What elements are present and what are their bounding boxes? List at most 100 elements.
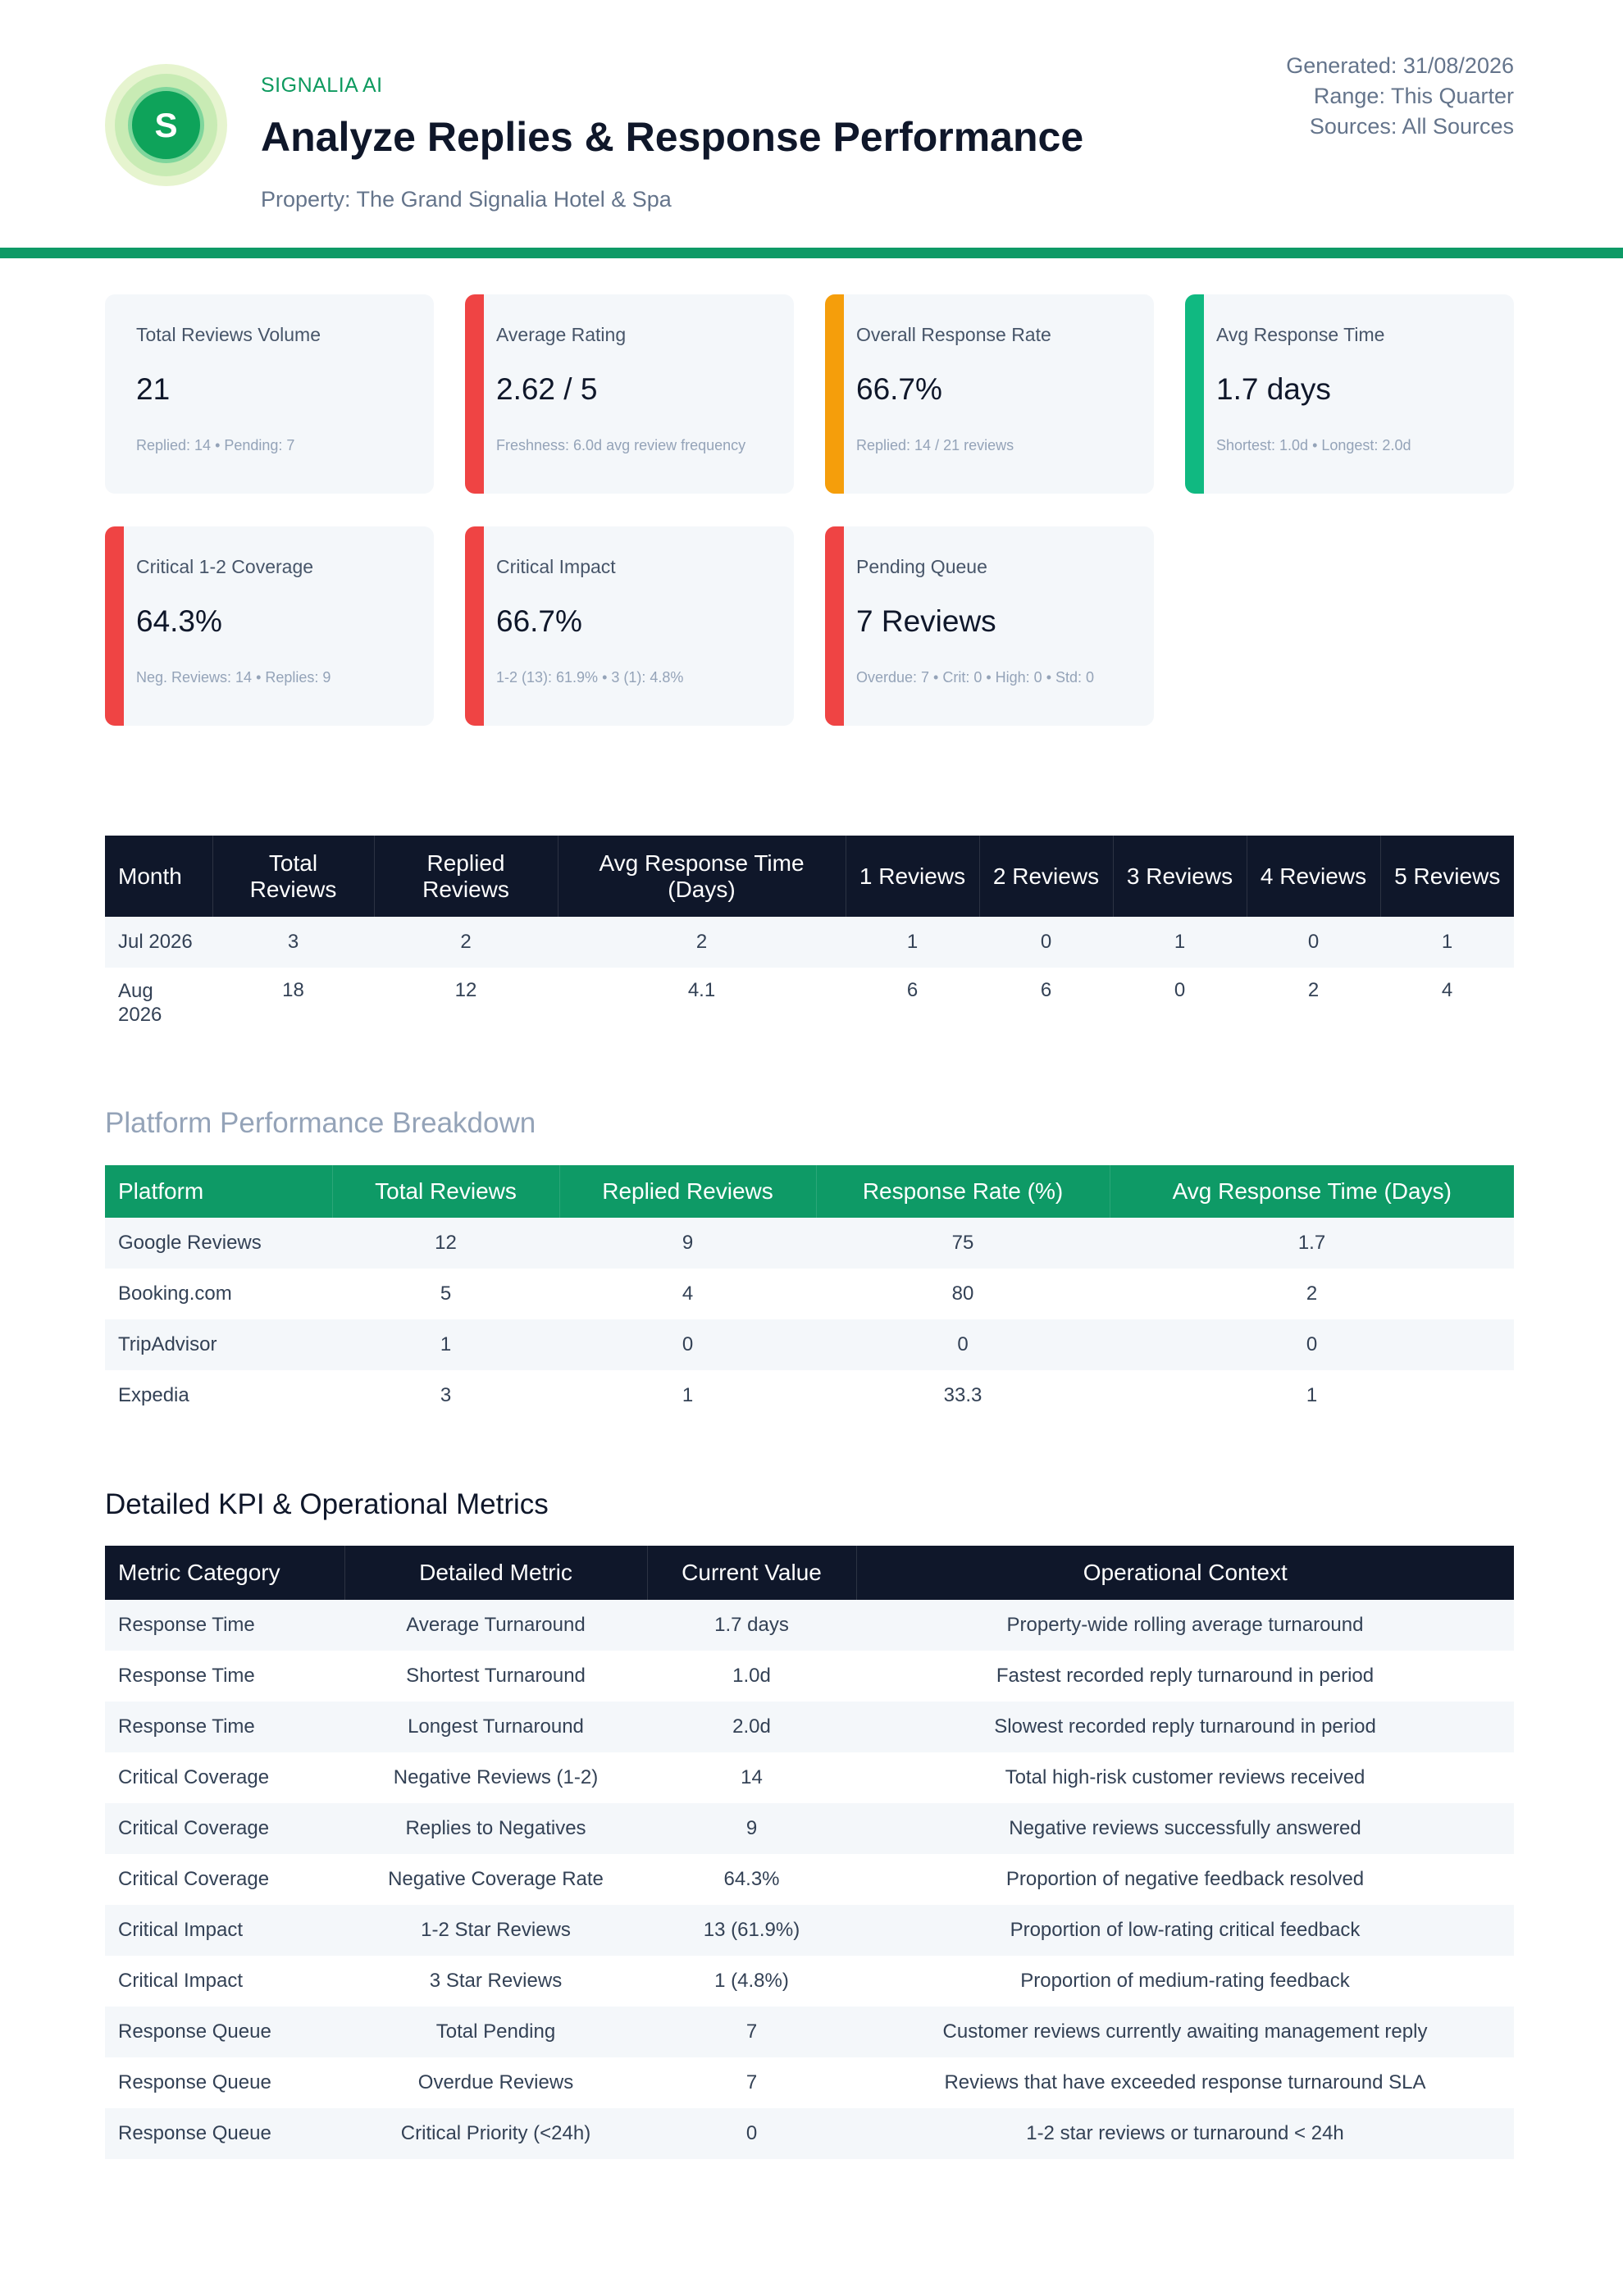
table-cell: Response Time xyxy=(118,1715,255,1738)
kpi-card-critical-coverage: Critical 1-2 Coverage 64.3% Neg. Reviews… xyxy=(105,526,434,726)
table-cell: 12 xyxy=(435,1232,457,1254)
table-cell: Critical Coverage xyxy=(118,1817,270,1839)
table-cell: 2 xyxy=(460,931,472,953)
kpi-value: 1.7 days xyxy=(1216,372,1331,406)
kpi-subtext: Freshness: 6.0d avg review frequency xyxy=(496,437,746,453)
table-cell: 75 xyxy=(951,1232,974,1254)
logo-badge: S xyxy=(128,87,204,163)
logo-ring: S xyxy=(115,74,217,176)
generated-date: Generated: 31/08/2026 xyxy=(1286,53,1514,78)
table-cell: 1-2 Star Reviews xyxy=(421,1919,571,1941)
column-header: Platform xyxy=(105,1165,333,1218)
table-cell: Google Reviews xyxy=(118,1232,262,1254)
platform-section-title: Platform Performance Breakdown xyxy=(105,1107,536,1139)
table-cell: 1 xyxy=(682,1384,694,1406)
kpi-subtext: Replied: 14 • Pending: 7 xyxy=(136,437,295,453)
column-header: Total Reviews xyxy=(332,1165,560,1218)
table-cell: Response Time xyxy=(118,1614,255,1636)
table-cell: 3 xyxy=(440,1384,452,1406)
table-cell: 2.0d xyxy=(732,1715,771,1738)
column-header: Avg Response Time (Days) xyxy=(558,836,846,917)
kpi-label: Average Rating xyxy=(496,324,627,345)
table-row: Response Queue Critical Priority (<24h) … xyxy=(105,2108,1514,2159)
report-range: Range: This Quarter xyxy=(1313,84,1514,108)
table-cell: 2 xyxy=(1306,1282,1318,1305)
table-cell: 0 xyxy=(1040,931,1052,953)
table-cell: 64.3% xyxy=(723,1868,780,1890)
table-cell: Critical Coverage xyxy=(118,1868,270,1890)
column-header: 1 Reviews xyxy=(846,836,980,917)
table-cell: Proportion of medium-rating feedback xyxy=(1020,1970,1350,1992)
property-name: Property: The Grand Signalia Hotel & Spa xyxy=(261,187,672,212)
table-cell: Negative Coverage Rate xyxy=(388,1868,604,1890)
kpi-value: 66.7% xyxy=(856,372,942,406)
column-header: 2 Reviews xyxy=(979,836,1114,917)
table-cell: Jul 2026 xyxy=(118,931,193,953)
table-cell: 12 xyxy=(454,979,477,1001)
table-cell: 1.7 xyxy=(1297,1232,1326,1254)
table-cell: Critical Impact xyxy=(118,1919,244,1941)
table-cell: Total Pending xyxy=(435,2020,556,2043)
table-cell: 6 xyxy=(1040,979,1052,1001)
kpi-label: Critical Impact xyxy=(496,556,616,577)
table-cell: Aug 2026 xyxy=(118,980,162,1026)
table-cell: 4.1 xyxy=(687,979,716,1001)
report-header: S SIGNALIA AI Analyze Replies & Response… xyxy=(0,0,1623,248)
table-cell: Fastest recorded reply turnaround in per… xyxy=(996,1665,1375,1687)
table-cell: Average Turnaround xyxy=(406,1614,586,1636)
column-header: Replied Reviews xyxy=(374,836,558,917)
table-cell: Response Queue xyxy=(118,2071,271,2093)
table-row: Response Time Average Turnaround 1.7 day… xyxy=(105,1600,1514,1651)
platform-breakdown-table: Platform Total Reviews Replied Reviews R… xyxy=(105,1165,1514,1421)
page-title: Analyze Replies & Response Performance xyxy=(261,114,1084,160)
table-cell: 5 xyxy=(440,1282,452,1305)
table-cell: Replies to Negatives xyxy=(405,1817,586,1839)
kpi-value: 66.7% xyxy=(496,604,582,638)
kpi-card-total-reviews: Total Reviews Volume 21 Replied: 14 • Pe… xyxy=(105,294,434,494)
table-cell: 7 xyxy=(745,2071,758,2093)
table-row: Critical Coverage Negative Reviews (1-2)… xyxy=(105,1752,1514,1803)
kpi-label: Critical 1-2 Coverage xyxy=(136,556,314,577)
monthly-breakdown-table: Month Total Reviews Replied Reviews Avg … xyxy=(105,836,1514,1040)
table-row: Google Reviews 12 9 75 1.7 xyxy=(105,1218,1514,1269)
table-cell: TripAdvisor xyxy=(118,1333,217,1355)
table-cell: 1-2 star reviews or turnaround < 24h xyxy=(1026,2122,1344,2144)
table-row: Response Queue Total Pending 7 Customer … xyxy=(105,2007,1514,2057)
kpi-label: Overall Response Rate xyxy=(856,324,1051,345)
kpi-subtext: Shortest: 1.0d • Longest: 2.0d xyxy=(1216,437,1411,453)
table-cell: 1 (4.8%) xyxy=(714,1970,789,1992)
header-divider xyxy=(0,248,1623,258)
table-cell: Longest Turnaround xyxy=(408,1715,584,1738)
table-header-row: Month Total Reviews Replied Reviews Avg … xyxy=(105,836,1514,917)
table-cell: Property-wide rolling average turnaround xyxy=(1006,1614,1364,1636)
kpi-card-average-rating: Average Rating 2.62 / 5 Freshness: 6.0d … xyxy=(465,294,794,494)
table-cell: Slowest recorded reply turnaround in per… xyxy=(994,1715,1376,1738)
kpi-subtext: Replied: 14 / 21 reviews xyxy=(856,437,1014,453)
column-header: 3 Reviews xyxy=(1113,836,1247,917)
column-header: Response Rate (%) xyxy=(816,1165,1110,1218)
table-cell: 3 Star Reviews xyxy=(429,1970,563,1992)
table-cell: 0 xyxy=(1174,979,1186,1001)
table-cell: Critical Impact xyxy=(118,1970,244,1992)
table-cell: 0 xyxy=(1307,931,1320,953)
kpi-label: Pending Queue xyxy=(856,556,987,577)
column-header: Metric Category xyxy=(105,1546,345,1600)
table-cell: Total high-risk customer reviews receive… xyxy=(1005,1766,1365,1788)
kpi-card-response-time: Avg Response Time 1.7 days Shortest: 1.0… xyxy=(1185,294,1514,494)
table-cell: 0 xyxy=(745,2122,758,2144)
table-cell: 4 xyxy=(682,1282,694,1305)
kpi-card-critical-impact: Critical Impact 66.7% 1-2 (13): 61.9% • … xyxy=(465,526,794,726)
table-cell: Expedia xyxy=(118,1384,189,1406)
column-header: Total Reviews xyxy=(212,836,375,917)
table-cell: 9 xyxy=(682,1232,694,1254)
brand-name: SIGNALIA AI xyxy=(261,74,383,97)
table-row: Critical Coverage Replies to Negatives 9… xyxy=(105,1803,1514,1854)
column-header: Current Value xyxy=(647,1546,857,1600)
kpi-subtext: Overdue: 7 • Crit: 0 • High: 0 • Std: 0 xyxy=(856,669,1095,686)
kpi-value: 7 Reviews xyxy=(856,604,996,638)
table-cell: 1 xyxy=(906,931,919,953)
table-cell: 33.3 xyxy=(943,1384,982,1406)
kpi-subtext: 1-2 (13): 61.9% • 3 (1): 4.8% xyxy=(496,669,684,686)
table-cell: 0 xyxy=(682,1333,694,1355)
table-row: Critical Coverage Negative Coverage Rate… xyxy=(105,1854,1514,1905)
